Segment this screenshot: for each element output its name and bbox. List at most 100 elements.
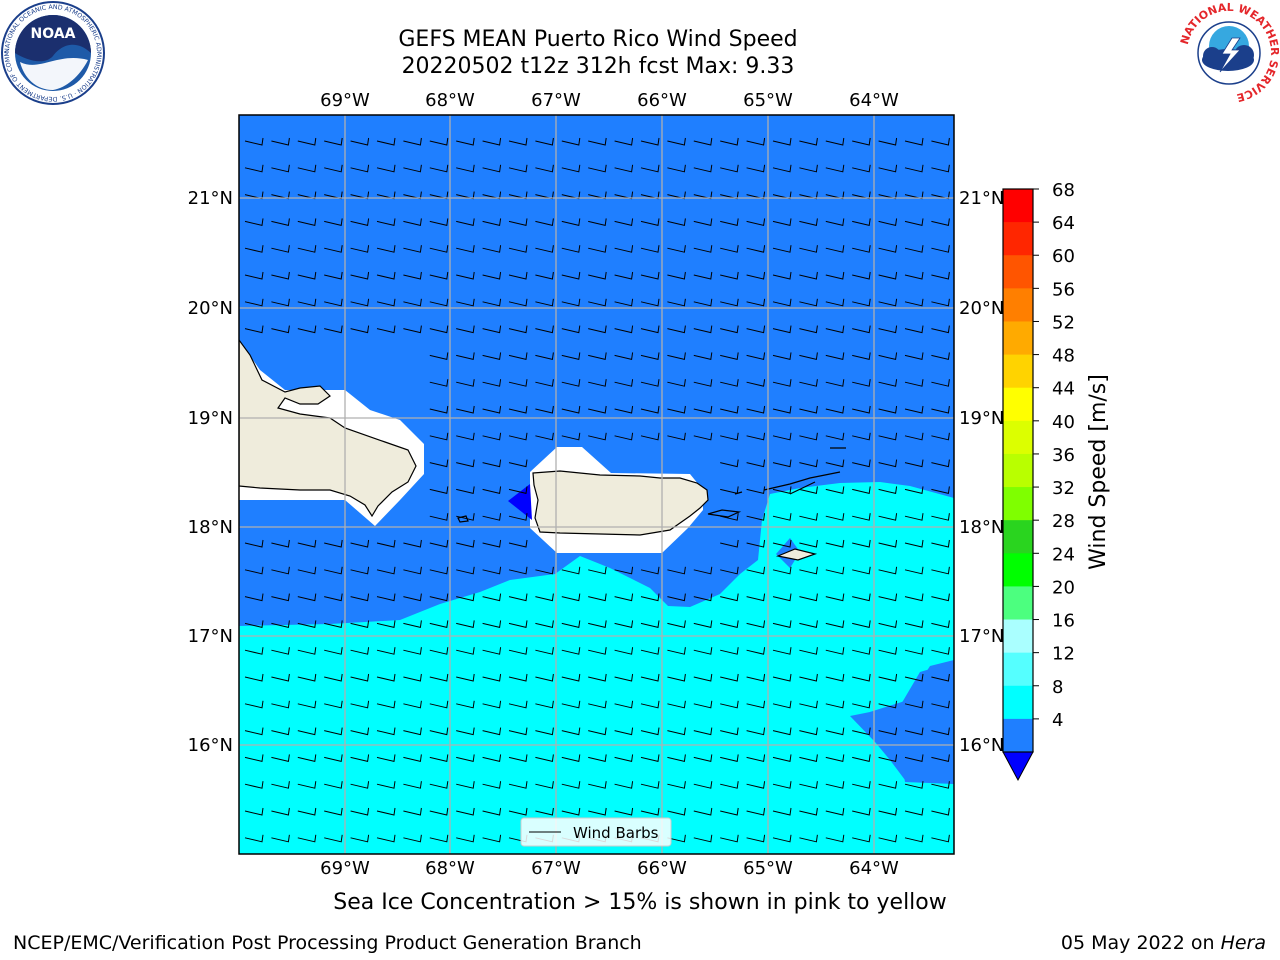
wind-barb (825, 539, 845, 548)
lon-label-top: 65°W (743, 90, 793, 111)
wind-barb (297, 620, 317, 629)
wind-barb (297, 218, 317, 227)
lon-label-bottom: 69°W (320, 858, 370, 879)
wind-barb (244, 673, 264, 682)
wind-barb (614, 647, 634, 655)
wind-barb (904, 566, 924, 575)
wind-barb (376, 298, 396, 307)
wind-barb (429, 164, 449, 173)
wind-barb (429, 700, 449, 709)
wind-barb (746, 647, 766, 655)
wind-barb (376, 539, 396, 548)
wind-barb (614, 164, 634, 173)
wind-barb (456, 486, 475, 495)
wind-barb (799, 432, 818, 441)
wind-barb (561, 137, 581, 146)
wind-barb (429, 754, 449, 763)
wind-barb (403, 245, 422, 253)
wind-barb (720, 137, 739, 146)
wind-barb (350, 807, 370, 816)
wind-barb (508, 673, 528, 682)
wind-barb (456, 834, 475, 843)
wind-barb (614, 566, 634, 575)
wind-barb (693, 566, 713, 575)
wind-barb (429, 379, 449, 387)
wind-barb (878, 432, 898, 441)
wind-barb (640, 218, 660, 227)
wind-barb (350, 137, 370, 146)
lat-label-left: 21°N (188, 188, 233, 209)
wind-barb (772, 700, 792, 709)
wind-barb (720, 566, 739, 575)
wind-barb (614, 405, 634, 414)
wind-barb (456, 298, 475, 307)
wind-barb (904, 781, 924, 789)
wind-barb (825, 647, 845, 655)
wind-barb (614, 593, 634, 602)
wind-barb (403, 620, 422, 629)
wind-barb (482, 459, 502, 468)
wind-barb (852, 754, 871, 763)
wind-barb (825, 593, 845, 602)
wind-barb (403, 218, 422, 227)
wind-barb (693, 673, 713, 682)
wind-barb (720, 298, 739, 307)
wind-barb (720, 620, 739, 629)
wind-barb (508, 593, 528, 602)
wind-barb (350, 700, 370, 709)
wind-barb (482, 781, 502, 789)
wind-barb (904, 405, 924, 414)
wind-barb (535, 405, 554, 414)
wind-barb (535, 593, 554, 602)
wind-barb (799, 620, 818, 629)
wind-barb (799, 325, 818, 334)
wind-barb (904, 218, 924, 227)
wind-barb (931, 700, 950, 709)
wind-barb (429, 432, 449, 441)
wind-barb (931, 137, 950, 146)
wind-barb (878, 486, 898, 495)
wind-barb (508, 539, 528, 548)
wind-barb (825, 673, 845, 682)
wind-barb (746, 673, 766, 682)
wind-barb (878, 459, 898, 468)
wind-barb (376, 781, 396, 789)
wind-barb (324, 298, 343, 307)
wind-barb (535, 754, 554, 763)
lat-label-right: 17°N (959, 626, 1004, 647)
wind-barb (429, 647, 449, 655)
wind-barb (376, 593, 396, 602)
legend-label: Wind Barbs (573, 824, 659, 842)
wind-barb (297, 137, 317, 146)
wind-barb (482, 807, 502, 816)
wind-barb (271, 325, 290, 334)
wind-barb (852, 245, 871, 253)
wind-barb (508, 781, 528, 789)
wind-barb (403, 137, 422, 146)
wind-barb (535, 379, 554, 387)
colorbar-tick-label: 68 (1052, 180, 1075, 201)
wind-barb (456, 513, 475, 521)
colorbar-segment (1003, 420, 1033, 455)
lon-label-bottom: 67°W (531, 858, 581, 879)
wind-barb (667, 137, 686, 146)
wind-barb (456, 754, 475, 763)
wind-barb (376, 727, 396, 736)
wind-barb (772, 486, 792, 495)
wind-barb (667, 298, 686, 307)
wind-barb (271, 700, 290, 709)
wind-barb (799, 566, 818, 575)
wind-barb (429, 566, 449, 575)
wind-barb (667, 379, 686, 387)
wind-barb (350, 834, 370, 843)
lon-label-bottom: 66°W (637, 858, 687, 879)
wind-barb (825, 486, 845, 495)
wind-barb (772, 620, 792, 629)
wind-barb (297, 539, 317, 548)
wind-barb (324, 271, 343, 280)
wind-barb (403, 807, 422, 816)
wind-barb (403, 164, 422, 173)
wind-barb (324, 781, 343, 789)
wind-barb (614, 298, 634, 307)
